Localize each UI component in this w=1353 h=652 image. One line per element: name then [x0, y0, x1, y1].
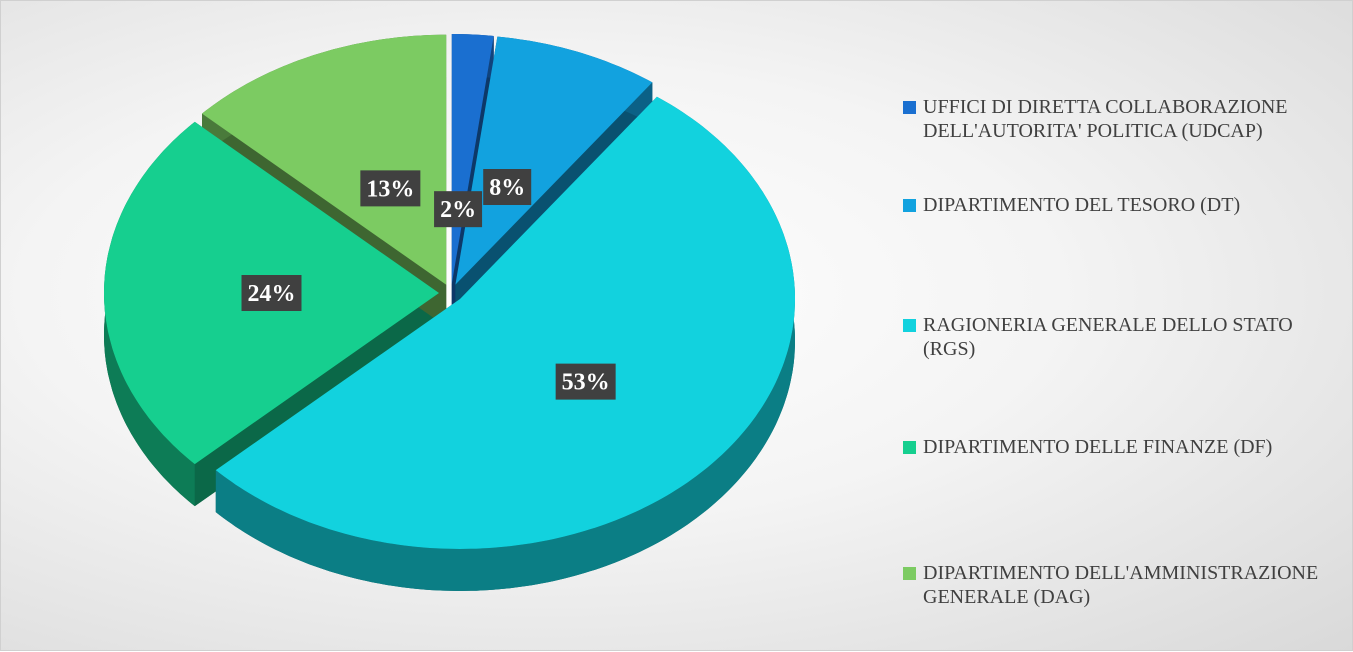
- legend-item: RAGIONERIA GENERALE DELLO STATO (RGS): [903, 313, 1343, 361]
- legend-item: DIPARTIMENTO DELLE FINANZE (DF): [903, 435, 1343, 459]
- data-label-box: [483, 169, 532, 206]
- legend-item: UFFICI DI DIRETTA COLLABORAZIONE DELL'AU…: [903, 95, 1343, 143]
- legend-swatch: [903, 199, 916, 212]
- data-label-text: 2%: [440, 197, 476, 223]
- legend-swatch: [903, 441, 916, 454]
- data-label-text: 13%: [366, 176, 414, 202]
- slice: [202, 34, 447, 285]
- data-label: 53%: [555, 363, 616, 400]
- data-label: 13%: [360, 170, 421, 207]
- data-label-text: 8%: [489, 175, 525, 201]
- data-label-box: [434, 191, 483, 228]
- data-label-box: [555, 363, 616, 400]
- slice: [455, 36, 653, 285]
- legend-label: DIPARTIMENTO DELLE FINANZE (DF): [923, 436, 1273, 458]
- slice-wall: [215, 96, 796, 591]
- legend-label: RAGIONERIA GENERALE DELLO STATO (RGS): [923, 314, 1293, 360]
- data-label-text: 24%: [248, 281, 296, 307]
- legend-item: DIPARTIMENTO DELL'AMMINISTRAZIONE GENERA…: [903, 561, 1343, 609]
- legend-swatch: [903, 101, 916, 114]
- data-label: 24%: [241, 275, 302, 311]
- data-label-box: [360, 170, 421, 207]
- data-label-text: 53%: [562, 370, 610, 396]
- legend-swatch: [903, 567, 916, 580]
- legend-item: DIPARTIMENTO DEL TESORO (DT): [903, 193, 1343, 217]
- legend-label: DIPARTIMENTO DELL'AMMINISTRAZIONE GENERA…: [923, 562, 1319, 608]
- legend-swatch: [903, 319, 916, 332]
- slice: [215, 96, 796, 549]
- pie-plot: 2% 8% 53% 24% 13%: [104, 34, 796, 591]
- data-label-box: [241, 275, 302, 311]
- data-label: 8%: [483, 169, 532, 206]
- data-label: 2%: [434, 191, 483, 228]
- legend-label: UFFICI DI DIRETTA COLLABORAZIONE DELL'AU…: [923, 96, 1288, 142]
- legend-label: DIPARTIMENTO DEL TESORO (DT): [923, 194, 1241, 216]
